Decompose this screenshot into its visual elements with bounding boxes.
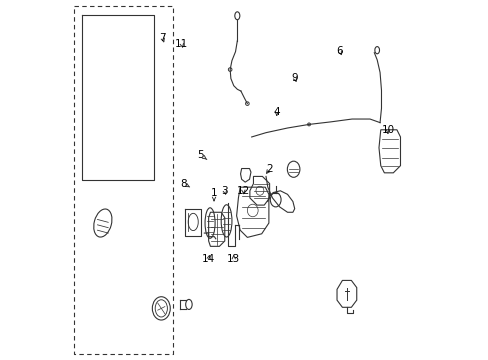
- Text: 12: 12: [236, 186, 249, 196]
- Text: 10: 10: [381, 125, 394, 135]
- Text: 13: 13: [226, 254, 240, 264]
- Text: 14: 14: [202, 254, 215, 264]
- Text: 7: 7: [159, 33, 166, 43]
- Text: 3: 3: [221, 186, 227, 196]
- Text: 6: 6: [336, 46, 342, 56]
- Text: 1: 1: [210, 188, 217, 201]
- Text: 8: 8: [180, 179, 189, 189]
- Text: 5: 5: [197, 150, 206, 160]
- Text: 9: 9: [291, 73, 297, 83]
- Text: 2: 2: [266, 164, 272, 174]
- Text: 4: 4: [273, 107, 280, 117]
- Text: 11: 11: [175, 39, 188, 49]
